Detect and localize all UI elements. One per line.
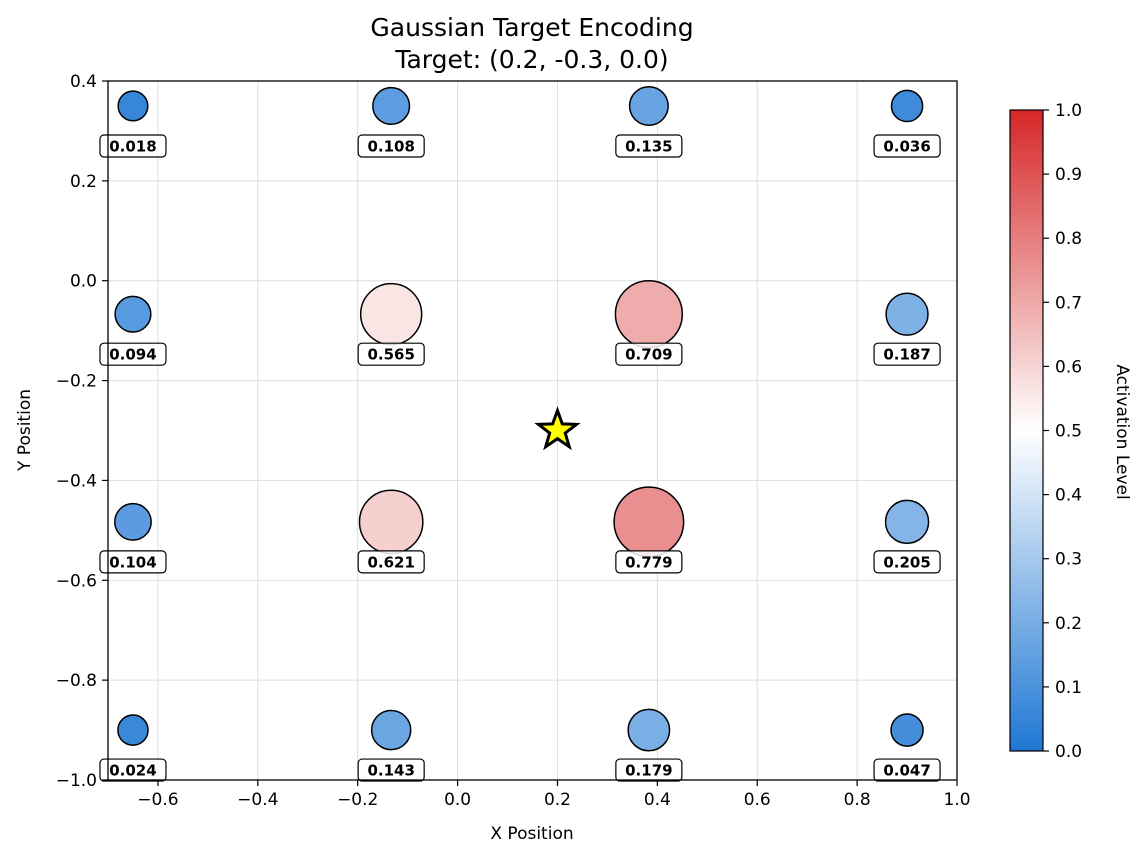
data-point [358,489,424,555]
colorbar-tick-label: 0.9 [1055,165,1082,185]
chart-title: Gaussian Target Encoding [370,13,693,42]
value-label: 0.024 [109,762,156,780]
data-point [885,292,929,336]
value-label: 0.108 [367,137,414,155]
x-tick-label: 0.0 [444,790,471,810]
value-label: 0.104 [109,553,156,571]
data-point [114,295,152,333]
colorbar-tick-label: 0.4 [1055,486,1082,506]
value-label-box [99,134,167,158]
data-point [613,486,685,558]
value-label-box [873,550,941,574]
target-marker [534,406,581,451]
value-label: 0.143 [367,762,414,780]
x-axis-label: X Position [490,824,573,844]
plot-frame [107,80,958,781]
value-label-box [357,134,425,158]
data-point [627,708,671,752]
data-points [114,85,930,752]
value-label-box [873,342,941,366]
colorbar-ticks: 0.0 0.1 0.2 0.3 0.4 0.5 0.6 0.7 0.8 0.9 1.0 [1043,101,1082,762]
colorbar-label: Activation Level [1112,364,1132,499]
value-labels: 0.018 0.108 0.135 0.036 0.094 0.565 0.709 0.187… [99,134,941,782]
data-point [884,499,930,545]
value-label-box [99,550,167,574]
value-label-box [357,758,425,782]
colorbar-tick-label: 0.2 [1055,614,1082,634]
value-label: 0.621 [367,553,414,571]
value-label: 0.565 [367,346,414,364]
colorbar-tick-label: 0.3 [1055,550,1082,570]
colorbar [1009,109,1044,752]
value-label-box [873,758,941,782]
x-tick-label: 0.2 [544,790,571,810]
y-tick-label: −0.2 [56,372,97,392]
value-label-box [99,758,167,782]
value-label-box [357,550,425,574]
y-tick-label: −0.4 [56,471,97,491]
colorbar-tick-label: 0.1 [1055,678,1082,698]
data-point [628,85,669,126]
data-point [117,90,149,122]
target-star [534,406,581,451]
data-point [890,89,924,123]
value-label: 0.187 [883,346,930,364]
value-label-box [615,550,683,574]
y-axis-ticks: 0.4 0.2 0.0 −0.2 −0.4 −0.6 −0.8 −1.0 [56,72,108,791]
colorbar-tick-label: 0.7 [1055,293,1082,313]
data-point [890,713,924,747]
colorbar-tick-label: 0.5 [1055,422,1082,442]
colorbar-tick-label: 1.0 [1055,101,1082,121]
x-tick-label: 1.0 [943,790,970,810]
x-tick-label: 0.6 [744,790,771,810]
value-label: 0.179 [625,762,672,780]
x-tick-label: −0.2 [337,790,378,810]
y-tick-label: −0.8 [56,671,97,691]
value-label-box [615,342,683,366]
data-point [372,86,411,126]
grid [108,80,958,781]
y-axis-label: Y Position [15,389,35,472]
data-point [614,279,684,349]
x-tick-label: −0.4 [237,790,278,810]
value-label: 0.018 [109,137,156,155]
value-label-box [99,342,167,366]
value-label-box [357,342,425,366]
y-tick-label: 0.0 [70,272,97,292]
y-tick-label: −0.6 [56,571,97,591]
y-tick-label: 0.2 [70,172,97,192]
data-point [359,282,423,346]
data-point [117,714,149,746]
value-label: 0.135 [625,137,672,155]
data-point [114,502,152,541]
value-label: 0.036 [883,137,930,155]
x-axis-ticks: −0.6 −0.4 −0.2 0.0 0.2 0.4 0.6 0.8 1.0 [137,780,971,810]
chart-subtitle: Target: (0.2, -0.3, 0.0) [394,45,668,74]
value-label: 0.205 [883,553,930,571]
value-label: 0.709 [625,346,672,364]
colorbar-tick-label: 0.6 [1055,357,1082,377]
value-label: 0.047 [883,762,930,780]
value-label: 0.094 [109,346,156,364]
x-tick-label: 0.4 [644,790,671,810]
x-tick-label: 0.8 [844,790,871,810]
value-label-box [873,134,941,158]
colorbar-tick-label: 0.0 [1055,742,1082,762]
value-label-box [615,134,683,158]
x-tick-label: −0.6 [137,790,178,810]
y-tick-label: −1.0 [56,771,97,791]
colorbar-tick-label: 0.8 [1055,229,1082,249]
value-label: 0.779 [625,553,672,571]
y-tick-label: 0.4 [70,72,97,92]
data-point [370,709,412,751]
value-label-box [615,758,683,782]
